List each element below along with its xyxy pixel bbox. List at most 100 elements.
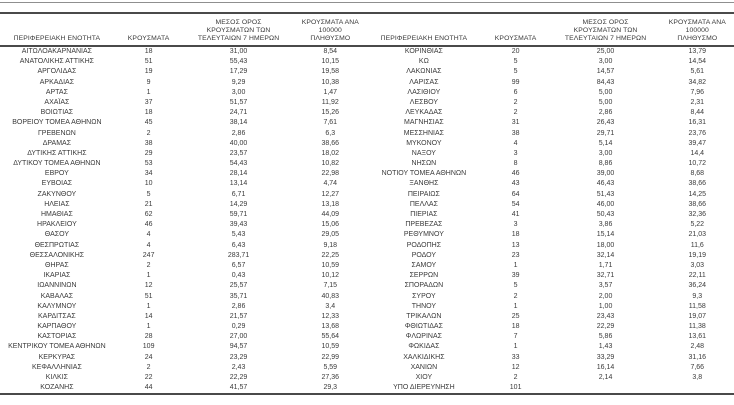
region-cell: ΘΗΡΑΣ xyxy=(45,261,69,269)
avg7-cases-cell: 3,86 xyxy=(598,221,613,229)
avg7-cases-cell: 3,00 xyxy=(598,58,613,66)
per100k-cell: 5,61 xyxy=(690,68,705,76)
cases-cell: 2 xyxy=(146,261,151,269)
per100k-cell: 10,12 xyxy=(321,272,340,280)
avg7-cases-cell: 2,86 xyxy=(598,109,613,117)
per100k-cell: 8,68 xyxy=(690,170,705,178)
table-body: ΚΟΡΙΝΘΙΑΣ 20 25,00 13,79 ΚΩ 5 3,00 14,54 ΛΑΚΩΝΙΑ… xyxy=(367,47,734,393)
region-cell: ΠΕΛΛΑΣ xyxy=(409,200,438,208)
table-row: ΖΑΚΥΝΘΟΥ 5 6,71 12,27 xyxy=(0,190,367,200)
region-cell: ΛΑΡΙΣΑΣ xyxy=(409,78,439,86)
region-cell: ΠΙΕΡΙΑΣ xyxy=(410,211,438,218)
per100k-cell: 34,82 xyxy=(688,78,707,86)
avg7-cases-cell: 1,43 xyxy=(598,343,613,351)
region-cell: ΚΩ xyxy=(418,58,429,66)
region-cell: ΑΙΤΩΛΟΑΚΑΡΝΑΝΙΑΣ xyxy=(21,48,92,55)
per100k-cell: 6,3 xyxy=(325,129,336,137)
table-row: ΘΕΣΣΑΛΟΝΙΚΗΣ 247 283,71 22,25 xyxy=(0,251,367,261)
cases-cell: 38 xyxy=(144,139,153,147)
table-row: ΚΑΡΠΑΘΟΥ 1 0,29 13,68 xyxy=(0,322,367,332)
cases-cell: 33 xyxy=(511,353,520,361)
table-row: ΗΜΑΘΙΑΣ 62 59,71 44,09 xyxy=(0,210,367,220)
table-row: ΛΑΡΙΣΑΣ 99 84,43 34,82 xyxy=(367,78,734,88)
cases-cell: 101 xyxy=(509,384,522,392)
cases-cell: 18 xyxy=(144,109,153,117)
table-row: ΑΡΓΟΛΙΔΑΣ 19 17,29 19,58 xyxy=(0,67,367,77)
column-header-avg7days: ΜΕΣΟΣ ΟΡΟΣ ΚΡΟΥΣΜΑΤΩΝ ΤΩΝ ΤΕΛΕΥΤΑΙΩΝ 7 Η… xyxy=(197,19,280,42)
cases-cell: 38 xyxy=(511,129,520,137)
top-thin-rule xyxy=(0,2,734,3)
cases-cell: 2 xyxy=(513,292,518,300)
table-row: ΜΥΚΟΝΟΥ 4 5,14 39,47 xyxy=(367,139,734,149)
cases-cell: 2 xyxy=(146,129,151,137)
per100k-cell: 29,05 xyxy=(321,231,340,239)
region-cell: ΧΙΟΥ xyxy=(415,374,433,381)
region-cell: ΕΒΡΟΥ xyxy=(44,170,69,178)
per100k-cell: 13,61 xyxy=(688,333,707,341)
per100k-cell: 10,72 xyxy=(688,160,707,168)
table-row: ΓΡΕΒΕΝΩΝ 2 2,86 6,3 xyxy=(0,129,367,139)
cases-cell: 29 xyxy=(144,149,153,157)
per100k-cell: 38,66 xyxy=(688,180,707,188)
per100k-cell: 7,66 xyxy=(690,363,705,371)
avg7-cases-cell: 28,14 xyxy=(229,170,248,178)
regional-cases-table-left: ΠΕΡΙΦΕΡΕΙΑΚΗ ΕΝΟΤΗΤΑ ΚΡΟΥΣΜΑΤΑ ΜΕΣΟΣ ΟΡΟ… xyxy=(0,12,367,396)
per100k-cell: 2,48 xyxy=(690,343,705,351)
per100k-cell: 15,06 xyxy=(321,221,340,229)
avg7-cases-cell: 283,71 xyxy=(227,251,250,259)
table-row: ΠΡΕΒΕΖΑΣ 3 3,86 5,22 xyxy=(367,220,734,230)
cases-cell: 41 xyxy=(511,211,520,218)
per100k-cell: 7,96 xyxy=(690,88,705,96)
per100k-cell: 2,31 xyxy=(690,98,705,106)
region-cell: ΛΑΣΙΘΙΟΥ xyxy=(407,88,441,96)
per100k-cell: 39,47 xyxy=(688,139,707,147)
per100k-cell: 19,19 xyxy=(688,251,707,259)
region-cell: ΛΑΚΩΝΙΑΣ xyxy=(406,68,442,76)
table-row: ΚΟΡΙΝΘΙΑΣ 20 25,00 13,79 xyxy=(367,47,734,57)
cases-cell: 1 xyxy=(146,302,151,310)
per100k-cell: 29,3 xyxy=(323,384,338,392)
per100k-cell: 15,26 xyxy=(321,109,340,117)
cases-cell: 1 xyxy=(513,343,518,351)
column-header-cases: ΚΡΟΥΣΜΑΤΑ xyxy=(127,35,170,42)
cases-cell: 1 xyxy=(146,88,151,96)
avg7-cases-cell: 51,43 xyxy=(596,190,615,198)
region-cell: ΔΥΤΙΚΗΣ ΑΤΤΙΚΗΣ xyxy=(27,149,87,157)
table-row: ΝΑΞΟΥ 3 3,00 14,4 xyxy=(367,149,734,159)
table-row: ΘΕΣΠΡΩΤΙΑΣ 4 6,43 9,18 xyxy=(0,241,367,251)
per100k-cell: 16,31 xyxy=(688,119,707,127)
table-row: ΥΠΟ ΔΙΕΡΕΥΝΗΣΗ 101 xyxy=(367,383,734,393)
avg7-cases-cell: 25,57 xyxy=(229,282,248,290)
table-row: ΙΚΑΡΙΑΣ 1 0,43 10,12 xyxy=(0,271,367,281)
avg7-cases-cell: 18,00 xyxy=(596,241,615,249)
avg7-cases-cell: 17,29 xyxy=(229,68,248,76)
column-header-per100k: ΚΡΟΥΣΜΑΤΑ ΑΝΑ 100000 ΠΛΗΘΥΣΜΟ xyxy=(668,19,726,42)
table-row: ΦΩΚΙΔΑΣ 1 1,43 2,48 xyxy=(367,342,734,352)
regional-cases-table-right: ΠΕΡΙΦΕΡΕΙΑΚΗ ΕΝΟΤΗΤΑ ΚΡΟΥΣΜΑΤΑ ΜΕΣΟΣ ΟΡΟ… xyxy=(367,12,734,396)
avg7-cases-cell: 55,43 xyxy=(229,58,248,66)
table-row: ΚΟΖΑΝΗΣ 44 41,57 29,3 xyxy=(0,383,367,393)
cases-cell: 43 xyxy=(511,180,520,188)
table-row: ΣΕΡΡΩΝ 39 32,71 22,11 xyxy=(367,271,734,281)
region-cell: ΚΑΛΥΜΝΟΥ xyxy=(37,302,77,310)
per100k-cell: 10,82 xyxy=(321,160,340,168)
region-cell: ΚΟΡΙΝΘΙΑΣ xyxy=(404,48,443,55)
cases-cell: 53 xyxy=(144,160,153,168)
per100k-cell: 4,74 xyxy=(323,180,338,188)
avg7-cases-cell: 84,43 xyxy=(596,78,615,86)
table-row: ΕΥΒΟΙΑΣ 10 13,14 4,74 xyxy=(0,179,367,189)
table-row: ΚΑΛΥΜΝΟΥ 1 2,86 3,4 xyxy=(0,302,367,312)
avg7-cases-cell: 14,29 xyxy=(229,200,248,208)
table-row: ΚΑΒΑΛΑΣ 51 35,71 40,83 xyxy=(0,292,367,302)
table-row: ΡΕΘΥΜΝΟΥ 18 15,14 21,03 xyxy=(367,230,734,240)
per100k-cell: 3,03 xyxy=(690,261,705,269)
cases-cell: 39 xyxy=(511,272,520,280)
table-row: ΧΑΝΙΩΝ 12 16,14 7,66 xyxy=(367,363,734,373)
per100k-cell: 19,58 xyxy=(321,68,340,76)
avg7-cases-cell: 94,57 xyxy=(229,343,248,351)
region-cell: ΓΡΕΒΕΝΩΝ xyxy=(37,129,76,137)
table-row: ΒΟΙΩΤΙΑΣ 18 24,71 15,26 xyxy=(0,108,367,118)
table-row: ΗΛΕΙΑΣ 21 14,29 13,18 xyxy=(0,200,367,210)
avg7-cases-cell: 13,14 xyxy=(229,180,248,188)
per100k-cell: 12,33 xyxy=(321,312,340,320)
